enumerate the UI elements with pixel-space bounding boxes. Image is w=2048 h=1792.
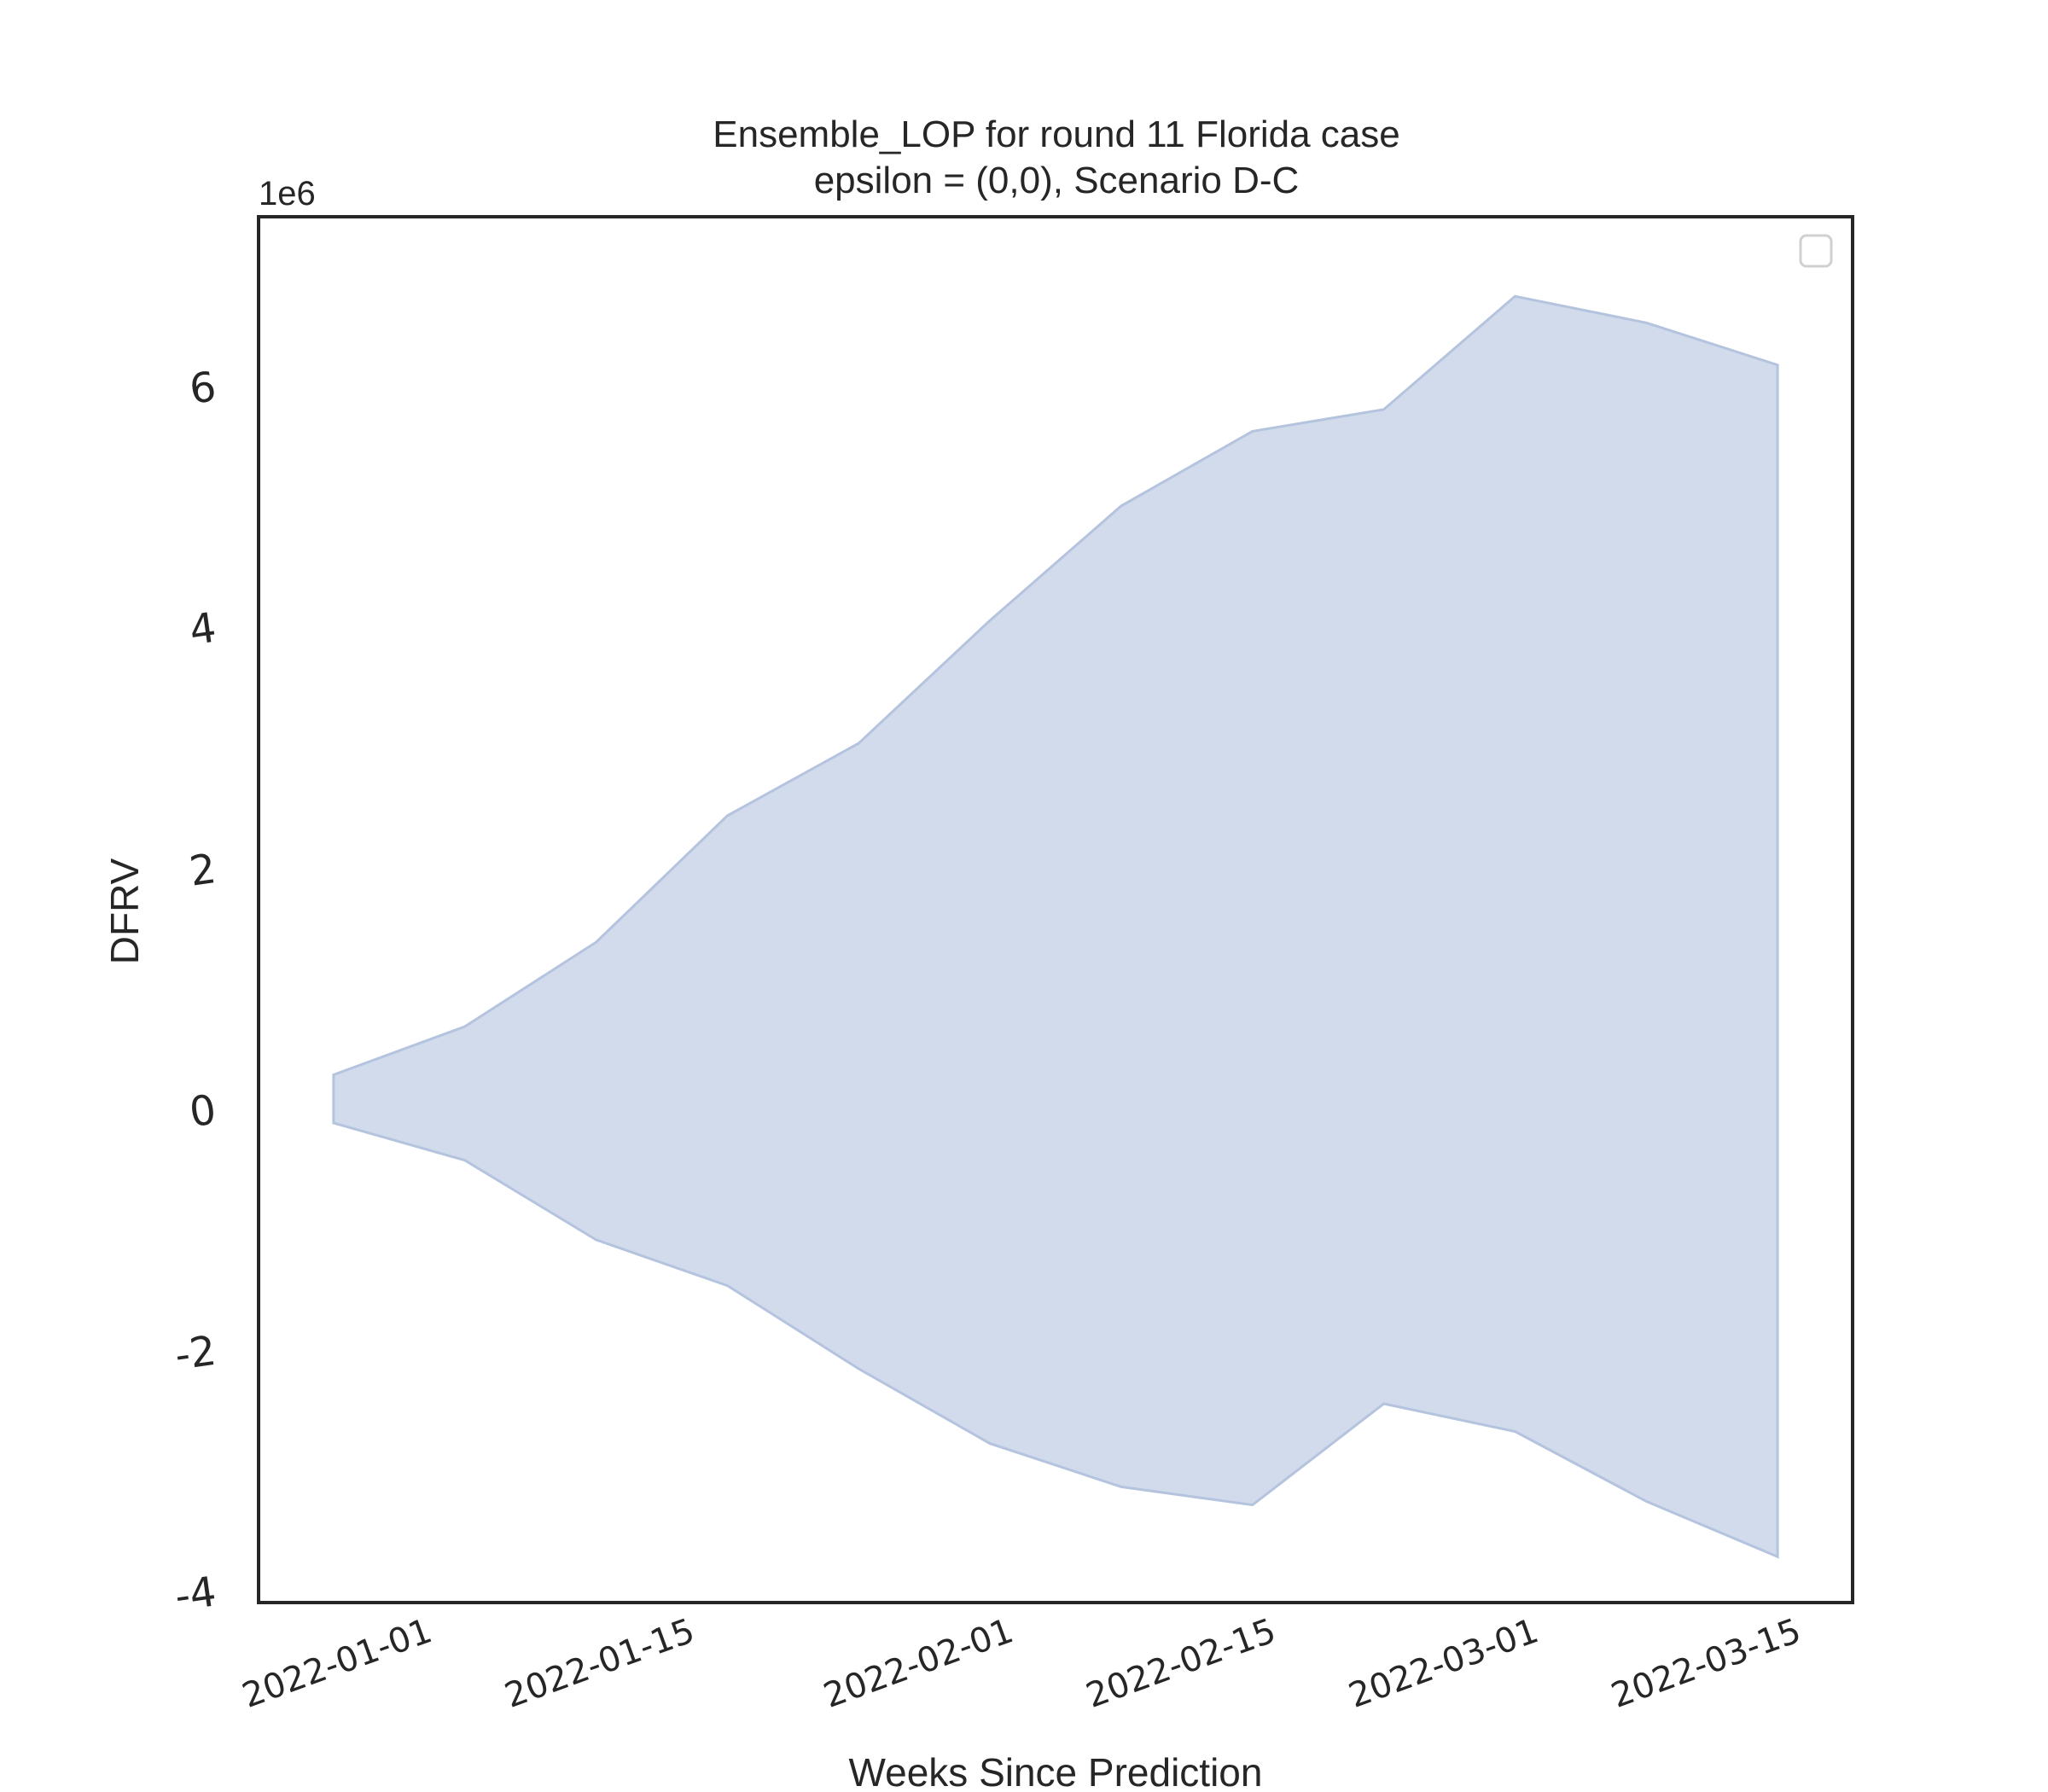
y-offset-label: 1e6 [259,175,316,212]
y-axis-label: DFRV [102,858,147,964]
y-tick-label: -4 [172,1568,218,1620]
y-tick-labels: -4 -2 0 2 4 6 [172,363,218,1620]
plot-area [332,294,1779,1559]
x-tick-label: 2022-03-01 [1344,1611,1544,1716]
chart-title: Ensemble_LOP for round 11 Florida case [713,113,1400,155]
y-tick-label: 0 [187,1085,219,1137]
x-tick-labels: 2022-01-01 2022-01-15 2022-02-01 2022-02-15… [237,1611,1806,1716]
confidence-band-area [332,294,1779,1559]
y-tick-label: 4 [187,604,219,655]
x-tick-label: 2022-02-01 [818,1611,1018,1716]
x-axis-label: Weeks Since Prediction [849,1750,1263,1792]
chart-subtitle: epsilon = (0,0), Scenario D-C [814,160,1300,201]
plot-frame [257,215,1854,1604]
legend-box[interactable] [1799,234,1833,268]
x-tick-label: 2022-01-01 [237,1611,437,1716]
x-tick-label: 2022-01-15 [500,1611,700,1716]
y-tick-label: 2 [187,845,219,896]
y-tick-label: -2 [172,1327,218,1380]
y-tick-label: 6 [187,363,219,414]
x-tick-label: 2022-03-15 [1606,1611,1806,1716]
x-tick-label: 2022-02-15 [1081,1611,1281,1716]
